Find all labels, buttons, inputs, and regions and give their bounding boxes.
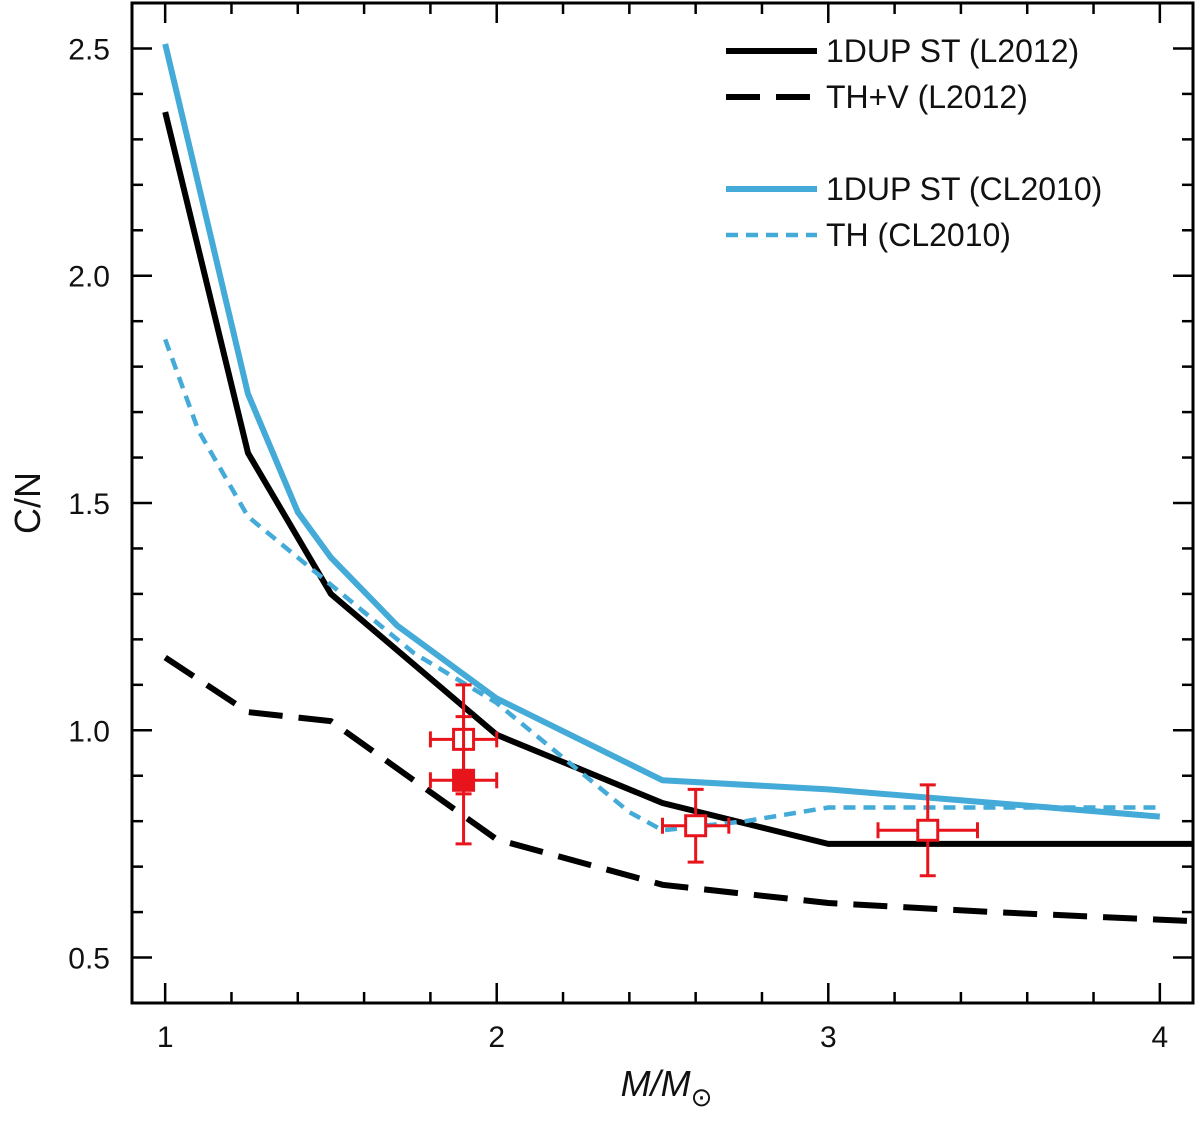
y-axis-label: C/N	[7, 472, 48, 534]
x-axis-label-subscript: ⊙	[691, 1082, 713, 1112]
series-line-2	[163, 654, 1193, 925]
x-tick-label: 1	[157, 1021, 174, 1054]
x-tick-label: 3	[820, 1021, 837, 1054]
series-line-1	[162, 111, 1193, 847]
axis-ticks	[132, 3, 1193, 1003]
data-point-4	[876, 783, 979, 878]
y-tick-label: 1.0	[68, 715, 110, 748]
data-point-3	[661, 787, 731, 864]
legend-label-2: TH+V (L2012)	[826, 79, 1028, 115]
x-tick-label: 2	[488, 1021, 505, 1054]
open-square-marker	[684, 814, 708, 838]
legend-label-3: 1DUP ST (CL2010)	[826, 171, 1102, 207]
legend-label-1: 1DUP ST (L2012)	[826, 33, 1079, 69]
y-tick-label: 1.5	[68, 488, 110, 521]
x-axis-label-main: M/M	[621, 1063, 691, 1104]
series-line-4	[163, 338, 1160, 833]
y-tick-label: 2.5	[68, 33, 110, 66]
y-tick-label: 0.5	[68, 943, 110, 976]
filled-square-marker	[452, 768, 476, 792]
legend: 1DUP ST (L2012) TH+V (L2012) 1DUP ST (CL20…	[726, 33, 1102, 253]
open-square-marker	[916, 818, 940, 842]
x-axis-label: M/M⊙	[621, 1063, 713, 1112]
data-point-2	[428, 715, 499, 846]
data-points-layer	[428, 683, 979, 878]
series-line-3	[162, 43, 1161, 820]
y-tick-label: 2.0	[68, 261, 110, 294]
legend-label-4: TH (CL2010)	[826, 217, 1011, 253]
axis-tick-labels: 1 2 3 4 0.5 1.0 1.5 2.0 2.5	[68, 33, 1168, 1054]
x-tick-label: 4	[1152, 1021, 1169, 1054]
